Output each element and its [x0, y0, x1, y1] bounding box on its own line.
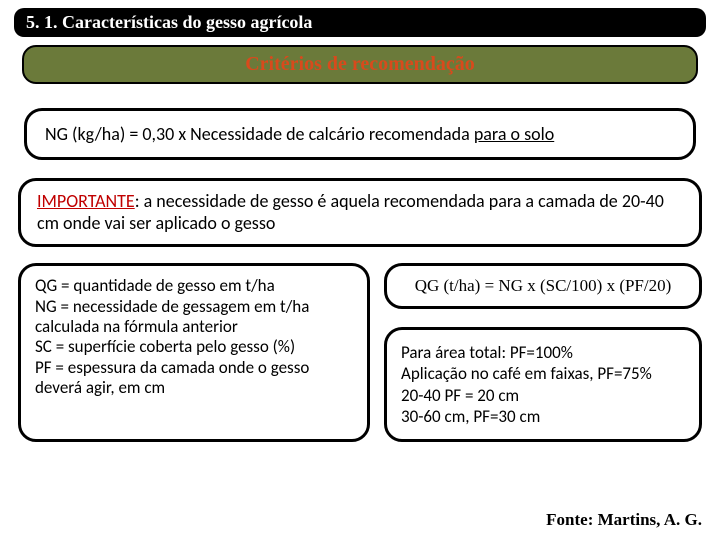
important-box: IMPORTANTE: a necessidade de gesso é aqu… [18, 178, 702, 247]
important-label: IMPORTANTE [37, 190, 135, 212]
criteria-subheader-text: Critérios de recomendação [245, 53, 475, 75]
qg-formula-box: QG (t/ha) = NG x (SC/100) x (PF/20) [384, 263, 702, 309]
pf-values-box: Para área total: PF=100% Aplicação no ca… [384, 327, 702, 442]
ng-formula-underlined: para o solo [474, 123, 554, 145]
ng-formula-box: NG (kg/ha) = 0,30 x Necessidade de calcá… [24, 108, 696, 160]
source-citation: Fonte: Martins, A. G. [546, 510, 702, 530]
section-header-text: 5. 1. Características do gesso agrícola [26, 12, 312, 32]
source-text: Fonte: Martins, A. G. [546, 510, 702, 529]
ng-formula-prefix: NG (kg/ha) = 0,30 x Necessidade de calcá… [45, 123, 474, 145]
criteria-subheader: Critérios de recomendação [22, 45, 698, 84]
definitions-box: QG = quantidade de gesso em t/ha NG = ne… [18, 263, 370, 442]
right-column: QG (t/ha) = NG x (SC/100) x (PF/20) Para… [384, 263, 702, 442]
qg-formula-text: QG (t/ha) = NG x (SC/100) x (PF/20) [415, 276, 672, 295]
pf-values-text: Para área total: PF=100% Aplicação no ca… [401, 342, 652, 427]
definitions-text: QG = quantidade de gesso em t/ha NG = ne… [35, 275, 309, 398]
section-header: 5. 1. Características do gesso agrícola [14, 8, 706, 37]
two-column-row: QG = quantidade de gesso em t/ha NG = ne… [18, 263, 702, 442]
